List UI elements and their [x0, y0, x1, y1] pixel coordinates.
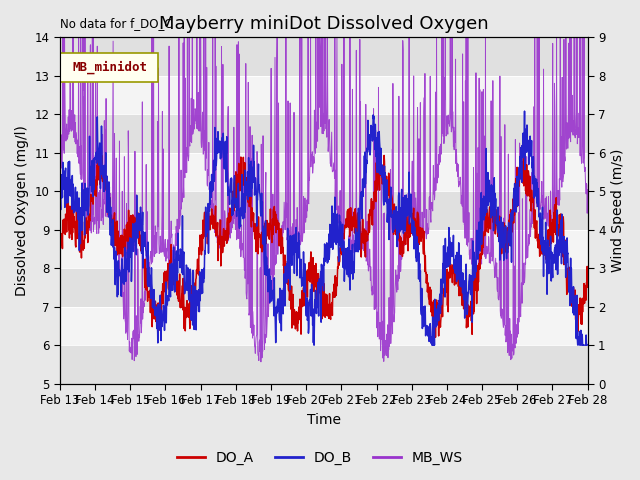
Bar — [60, 268, 588, 307]
Legend: DO_A, DO_B, MB_WS: DO_A, DO_B, MB_WS — [172, 445, 468, 471]
Y-axis label: Dissolved Oxygen (mg/l): Dissolved Oxygen (mg/l) — [15, 125, 29, 296]
Bar — [60, 307, 588, 345]
Text: No data for f_DO_C: No data for f_DO_C — [60, 17, 173, 30]
Title: Mayberry miniDot Dissolved Oxygen: Mayberry miniDot Dissolved Oxygen — [159, 15, 488, 33]
Y-axis label: Wind Speed (m/s): Wind Speed (m/s) — [611, 149, 625, 272]
Bar — [60, 230, 588, 268]
Bar — [60, 153, 588, 191]
FancyBboxPatch shape — [60, 53, 157, 83]
Bar — [60, 76, 588, 114]
Bar — [60, 191, 588, 230]
X-axis label: Time: Time — [307, 413, 340, 427]
Bar — [60, 114, 588, 153]
Bar — [60, 345, 588, 384]
Bar — [60, 37, 588, 76]
Text: MB_minidot: MB_minidot — [72, 61, 148, 74]
